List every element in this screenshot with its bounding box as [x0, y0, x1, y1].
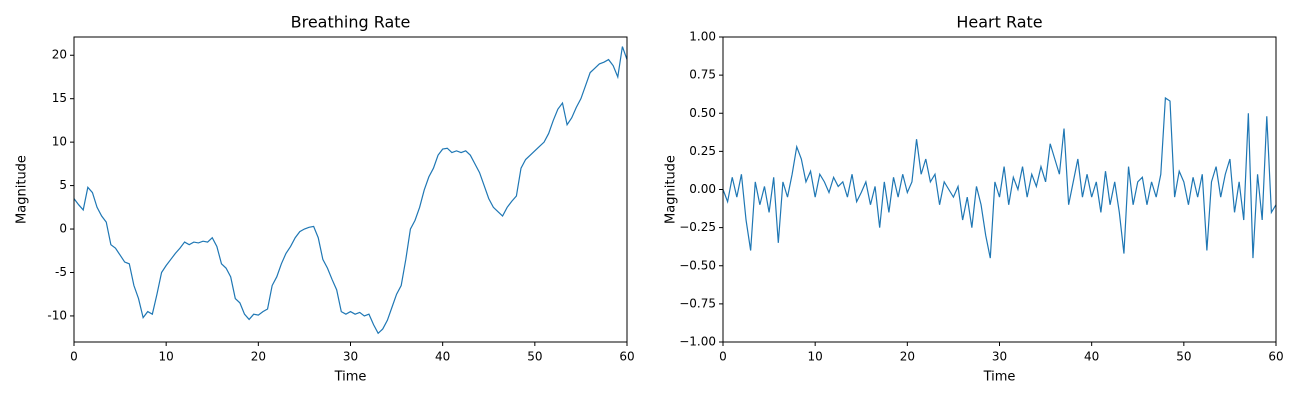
x-tick-label: 30: [992, 350, 1007, 364]
y-tick-label: 15: [52, 91, 67, 105]
x-axis-label: Time: [334, 370, 367, 385]
axes-frame: [73, 36, 628, 343]
y-tick-label: 10: [52, 135, 67, 149]
y-tick-label: 0.50: [689, 106, 716, 120]
y-tick-label: 0: [59, 222, 67, 236]
y-tick-label: 0.75: [689, 68, 716, 82]
y-tick-label: 0.00: [689, 182, 716, 196]
x-tick-label: 50: [1176, 350, 1191, 364]
x-tick-label: 60: [1268, 350, 1283, 364]
y-axis-label: Magnitude: [664, 155, 679, 224]
x-tick-label: 40: [435, 350, 450, 364]
chart-title: Breathing Rate: [291, 13, 411, 32]
x-tick-label: 10: [808, 350, 823, 364]
x-tick-label: 30: [343, 350, 358, 364]
x-tick-label: 50: [527, 350, 542, 364]
y-tick-label: 20: [52, 48, 67, 62]
x-axis-label: Time: [983, 370, 1016, 385]
x-tick-label: 0: [70, 350, 78, 364]
x-tick-label: 60: [619, 350, 634, 364]
y-tick-label: −0.25: [679, 220, 716, 234]
x-tick-label: 20: [251, 350, 266, 364]
data-line: [723, 96, 1276, 259]
y-tick-label: -10: [47, 308, 67, 322]
chart-title: Heart Rate: [956, 13, 1042, 32]
y-tick-label: −0.75: [679, 296, 716, 310]
x-tick-label: 0: [719, 350, 727, 364]
y-tick-label: 0.25: [689, 144, 716, 158]
x-tick-label: 20: [900, 350, 915, 364]
y-axis-label: Magnitude: [15, 155, 30, 224]
y-tick-label: -5: [55, 265, 67, 279]
axes-frame: [722, 36, 1277, 343]
data-line: [74, 46, 627, 335]
x-tick-label: 10: [159, 350, 174, 364]
y-tick-label: −1.00: [679, 335, 716, 349]
x-tick-label: 40: [1084, 350, 1099, 364]
y-tick-label: −0.50: [679, 258, 716, 272]
y-tick-label: 1.00: [689, 30, 716, 44]
y-tick-label: 5: [59, 178, 67, 192]
